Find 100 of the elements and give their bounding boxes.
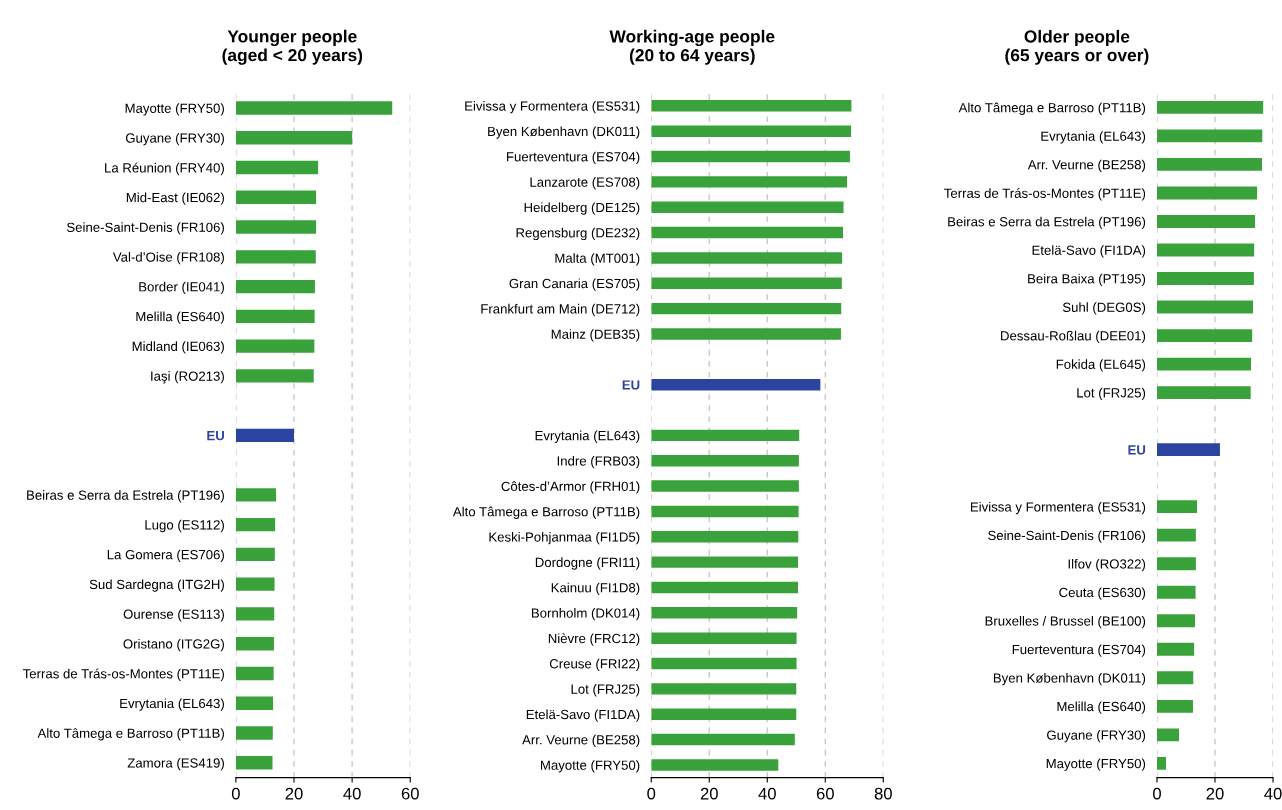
y-tick-label: Evrytania (EL643)	[120, 698, 224, 711]
y-tick-label: Byen København (DK011)	[488, 126, 640, 139]
bar	[235, 190, 317, 204]
y-tick-label: Arr. Veurne (BE258)	[1027, 159, 1146, 172]
y-tick-label: Terras de Trás-os-Montes (PT11E)	[22, 668, 224, 682]
bar	[235, 250, 316, 264]
bar	[1157, 500, 1198, 514]
y-tick-label: Beira Baixa (PT195)	[1028, 273, 1146, 287]
bar	[1157, 329, 1253, 342]
bar	[235, 339, 315, 353]
y-tick-label: Beiras e Serra da Estrela (PT196)	[948, 216, 1146, 229]
y-tick-label: Keski-Pohjanmaa (FI1D5)	[489, 531, 640, 545]
y-tick-label: Beiras e Serra da Estrela (PT196)	[27, 490, 224, 503]
y-tick-label: Kainuu (FI1D8)	[551, 582, 640, 595]
x-tick-label: 40	[758, 787, 776, 800]
bar	[235, 309, 315, 324]
bar	[235, 547, 275, 562]
bar	[235, 428, 295, 443]
y-tick-label: Alto Tâmega e Barroso (PT11B)	[37, 728, 224, 741]
bar	[235, 101, 393, 115]
y-tick-label: Etelä-Savo (FI1DA)	[1032, 245, 1146, 258]
y-tick-label: Dordogne (FRI11)	[535, 557, 640, 570]
y-tick-label: Bruxelles / Brussel (BE100)	[985, 615, 1146, 629]
y-tick-label: Val-d’Oise (FR108)	[112, 252, 224, 265]
y-tick-label: Côtes-d’Armor (FRH01)	[501, 481, 640, 494]
bar	[651, 531, 799, 543]
bar	[1157, 386, 1251, 400]
y-tick-label: Zamora (ES419)	[127, 757, 224, 771]
bar	[235, 488, 276, 502]
y-tick-label: Guyane (FRY30)	[125, 133, 224, 146]
bar	[651, 455, 799, 467]
bar	[651, 581, 799, 594]
bar	[651, 683, 797, 695]
x-tick-label: 0	[647, 787, 656, 800]
y-tick-label: EU	[207, 431, 224, 441]
y-tick-label: Lot (FRJ25)	[571, 684, 640, 697]
y-tick-label: Mayotte (FRY50)	[125, 103, 224, 116]
x-tick-label: 0	[231, 787, 240, 800]
bar	[235, 279, 315, 294]
bar	[1157, 642, 1195, 656]
x-tick-label: 40	[1264, 787, 1282, 800]
bar	[651, 201, 844, 213]
bar	[1157, 272, 1254, 285]
y-tick-label: Evrytania (EL643)	[1041, 131, 1146, 144]
y-tick-label: Lanzarote (ES708)	[530, 177, 640, 190]
bar	[1157, 158, 1262, 171]
bar	[235, 666, 274, 681]
bar	[651, 378, 821, 391]
x-tick-label: 60	[401, 787, 419, 800]
chart-title: Younger people (aged < 20 years)	[222, 29, 363, 65]
bar	[235, 696, 274, 710]
x-tick-label: 40	[343, 787, 361, 800]
bar	[1157, 357, 1251, 371]
bar	[1157, 614, 1195, 628]
y-tick-label: Fuerteventura (ES704)	[507, 151, 640, 165]
bar	[651, 759, 779, 771]
y-tick-label: La Réunion (FRY40)	[105, 162, 224, 176]
y-tick-label: Arr. Veurne (BE258)	[522, 734, 640, 748]
y-tick-label: EU	[1128, 445, 1146, 455]
bar	[1157, 756, 1166, 770]
y-tick-label: Mayotte (FRY50)	[1046, 758, 1146, 771]
bar	[651, 176, 848, 188]
y-tick-label: Indre (FRB03)	[557, 455, 640, 469]
y-tick-label: Ourense (ES113)	[123, 609, 224, 622]
bar	[651, 302, 842, 315]
y-tick-label: Alto Tâmega e Barroso (PT11B)	[958, 102, 1146, 115]
y-tick-label: Ilfov (RO322)	[1068, 558, 1146, 572]
bar	[651, 657, 797, 670]
bar	[1157, 243, 1255, 257]
bar	[1157, 100, 1264, 114]
y-tick-label: Evrytania (EL643)	[535, 430, 640, 443]
y-tick-label: Border (IE041)	[139, 281, 224, 295]
bar	[651, 480, 799, 492]
bar	[651, 505, 799, 518]
y-tick-label: Ceuta (ES630)	[1059, 587, 1146, 600]
bar	[651, 556, 799, 568]
y-tick-label: EU	[622, 380, 640, 390]
bar	[1157, 528, 1196, 542]
y-tick-label: Iaşi (RO213)	[151, 371, 224, 384]
bar	[651, 708, 797, 720]
y-tick-label: Alto Tâmega e Barroso (PT11B)	[452, 506, 640, 519]
bar	[1157, 585, 1196, 599]
bar	[651, 733, 795, 746]
y-tick-label: Mainz (DEB35)	[551, 329, 640, 342]
bar	[235, 756, 273, 770]
y-tick-label: Suhl (DEG0S)	[1062, 302, 1146, 315]
y-tick-label: Nièvre (FRC12)	[548, 633, 640, 646]
x-tick-label: 20	[700, 787, 718, 800]
y-tick-label: Fuerteventura (ES704)	[1012, 644, 1146, 657]
bar	[1157, 215, 1256, 228]
y-tick-label: Seine-Saint-Denis (FR106)	[66, 222, 224, 235]
y-tick-label: Eivissa y Formentera (ES531)	[971, 501, 1146, 515]
y-tick-label: Lugo (ES112)	[145, 519, 224, 533]
y-tick-label: Heidelberg (DE125)	[524, 202, 640, 215]
y-tick-label: Byen København (DK011)	[993, 673, 1146, 686]
y-tick-label: Dessau-Roßlau (DEE01)	[1001, 330, 1146, 344]
bar	[235, 220, 317, 234]
y-tick-label: Melilla (ES640)	[1057, 701, 1146, 714]
bar	[1157, 443, 1220, 457]
bar	[235, 517, 276, 532]
